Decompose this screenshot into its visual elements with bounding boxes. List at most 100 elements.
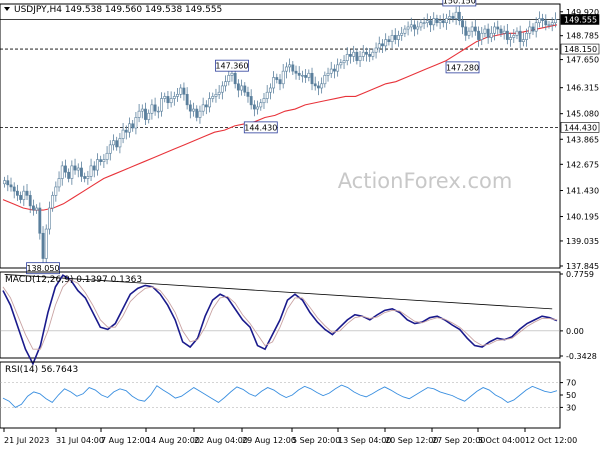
candle-body [467, 30, 471, 36]
candle-body [28, 195, 32, 207]
candle-body [409, 24, 413, 28]
candle-body [429, 20, 432, 26]
candle-body [60, 165, 64, 179]
candle-body [92, 165, 96, 171]
annotation-label: 147.360 [215, 62, 248, 71]
candle-body [3, 180, 7, 185]
price-y-axis: 149.920 148.785 147.650 146.315 145.080 143.8… [560, 8, 599, 271]
candle-body [425, 20, 429, 24]
candle-body [457, 11, 461, 21]
candle-body [204, 104, 208, 108]
candle-body [502, 30, 506, 34]
macd-panel-frame [0, 271, 561, 359]
candle-body [108, 144, 112, 154]
candle-body [70, 165, 74, 179]
candle-body [473, 26, 477, 32]
candle-body [326, 72, 330, 76]
macd-panel: 0.7759 0.00 -0.3428 MACD(12,26,9) 0.1397 0… [0, 270, 597, 366]
macd-main-line [2, 274, 558, 366]
candle-body [416, 26, 420, 30]
candle-body [211, 96, 215, 99]
level-price-box [560, 43, 600, 55]
moving-average-line [2, 24, 558, 211]
macd-signal-line [2, 279, 558, 350]
macd-y-tick-label: 0.7759 [566, 270, 594, 279]
candle-body [304, 75, 308, 78]
candle-body [83, 176, 87, 179]
candle-body [96, 159, 99, 171]
annotation-label: 144.430 [244, 123, 277, 132]
level-price-label: 149.555 [564, 15, 597, 24]
price-y-tick-label: 141.430 [566, 187, 599, 196]
candle-body [413, 24, 416, 30]
candle-body [496, 26, 500, 30]
candle-body [365, 51, 368, 55]
rsi-series [2, 384, 558, 408]
candle-body [480, 32, 484, 40]
candle-body [352, 51, 356, 57]
candle-body [486, 28, 490, 38]
candle-body [505, 30, 509, 40]
candle-body [544, 20, 548, 26]
candle-body [371, 51, 375, 57]
candle-body [317, 85, 320, 89]
candle-body [288, 64, 292, 68]
candle-body [294, 70, 298, 74]
candle-body [333, 68, 336, 72]
candle-body [80, 167, 83, 177]
candle-body [509, 37, 512, 40]
time-tick-label: 14 Aug 20:00 [146, 436, 200, 445]
candle-body [172, 96, 176, 99]
candle-body [470, 26, 474, 32]
candle-body [121, 129, 125, 139]
candle-body [265, 91, 269, 99]
candle-body [163, 96, 167, 99]
candle-body [454, 11, 458, 19]
annotation-box [445, 61, 480, 74]
candle-body [51, 195, 55, 209]
rsi-y-tick-label: 70 [566, 379, 576, 388]
candle-body [534, 22, 538, 32]
candle-body [102, 159, 106, 162]
candle-body [406, 26, 410, 30]
price-panel: ActionForex.com 148.150 144.430 149.555 15… [0, 0, 600, 275]
candles [3, 5, 557, 266]
candle-body [179, 87, 183, 95]
candle-body [358, 56, 362, 61]
candle-body [140, 108, 144, 112]
candle-body [182, 87, 186, 95]
rsi-y-tick-label: 50 [566, 391, 576, 400]
price-y-tick-label: 149.920 [566, 8, 599, 17]
candle-body [160, 98, 163, 112]
candle-body [57, 178, 61, 188]
candle-body [76, 167, 80, 171]
candle-body [243, 85, 247, 93]
candle-body [240, 85, 243, 91]
candle-body [188, 104, 192, 112]
price-y-tick-label: 140.195 [566, 213, 599, 222]
collapse-triangle-icon[interactable] [4, 7, 10, 11]
candle-body [6, 180, 10, 186]
candle-body [115, 140, 119, 148]
candle-body [550, 22, 554, 26]
candle-body [19, 195, 23, 200]
candle-body [374, 47, 378, 53]
candle-body [272, 77, 276, 89]
candle-body [220, 85, 224, 93]
macd-title: MACD(12,26,9) 0.1397 0.1363 [5, 275, 142, 285]
candle-body [310, 72, 314, 85]
candle-body [131, 123, 135, 129]
candle-body [339, 62, 343, 66]
annotation-label: 138.050 [26, 264, 59, 273]
candle-body [166, 96, 170, 104]
time-tick-label: 21 Jul 2023 [4, 436, 49, 445]
moving-average [2, 24, 558, 211]
candle-body [137, 110, 141, 118]
price-y-tick-label: 146.315 [566, 84, 599, 93]
candle-body [284, 66, 288, 72]
candle-body [192, 108, 195, 112]
candle-body [432, 18, 436, 26]
candle-body [12, 186, 16, 192]
candle-body [515, 30, 519, 36]
